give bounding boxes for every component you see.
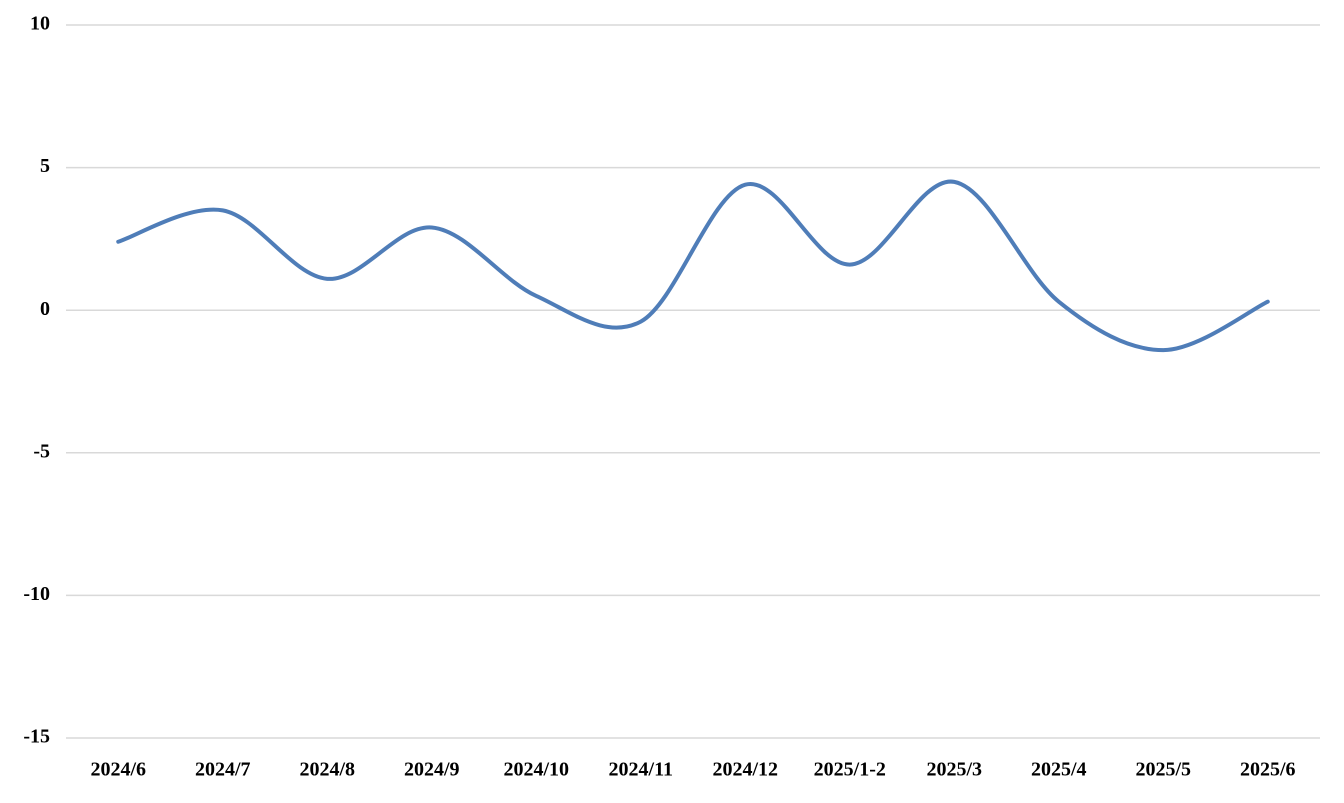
x-tick-label: 2025/6 [1240, 759, 1296, 781]
x-tick-label: 2024/11 [609, 759, 673, 781]
x-tick-label: 2024/7 [195, 759, 251, 781]
y-tick-label: -15 [23, 726, 50, 748]
y-tick-label: 5 [40, 155, 50, 177]
x-tick-label: 2025/1-2 [814, 759, 886, 781]
x-tick-label: 2025/4 [1031, 759, 1087, 781]
y-tick-label: 10 [30, 13, 50, 35]
x-tick-label: 2024/8 [299, 759, 355, 781]
x-tick-label: 2024/10 [503, 759, 569, 781]
y-tick-label: 0 [40, 298, 50, 320]
x-tick-label: 2024/9 [404, 759, 460, 781]
x-tick-label: 2024/6 [90, 759, 146, 781]
x-tick-label: 2025/3 [926, 759, 982, 781]
data-line [116, 179, 1270, 353]
y-tick-label: -5 [33, 440, 50, 462]
x-tick-label: 2025/5 [1135, 759, 1191, 781]
x-tick-label: 2024/12 [712, 759, 778, 781]
y-tick-label: -10 [23, 583, 50, 605]
